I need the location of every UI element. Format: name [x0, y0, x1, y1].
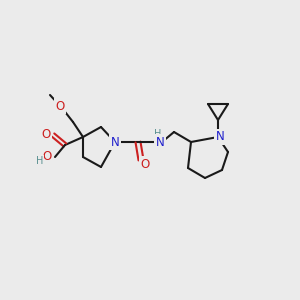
- Text: O: O: [43, 149, 52, 163]
- Text: H: H: [36, 156, 43, 166]
- Text: O: O: [41, 128, 51, 142]
- Text: N: N: [216, 130, 224, 143]
- Text: O: O: [56, 100, 64, 112]
- Text: N: N: [156, 136, 164, 148]
- Text: N: N: [111, 136, 119, 148]
- Text: H: H: [154, 129, 162, 139]
- Text: O: O: [140, 158, 150, 170]
